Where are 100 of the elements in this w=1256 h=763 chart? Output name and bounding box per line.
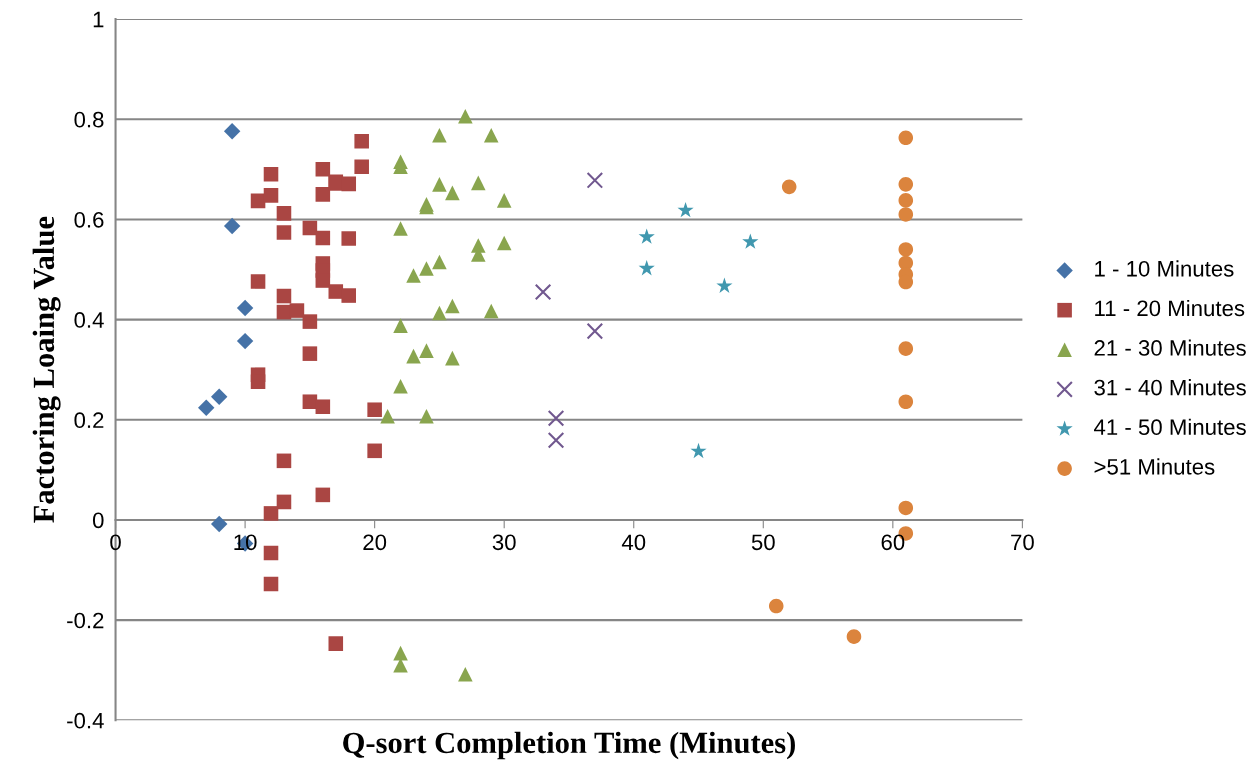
x-axis-title: Q-sort Completion Time (Minutes) bbox=[343, 731, 795, 760]
point bbox=[419, 261, 434, 276]
point bbox=[432, 305, 447, 321]
point bbox=[367, 402, 382, 418]
x-tick-label: 40 bbox=[621, 534, 646, 551]
point bbox=[236, 332, 254, 350]
point bbox=[898, 341, 914, 356]
point bbox=[302, 220, 318, 236]
x-tick-label: 60 bbox=[881, 534, 905, 551]
point bbox=[483, 303, 499, 319]
point bbox=[276, 225, 292, 240]
point bbox=[898, 130, 914, 146]
point bbox=[210, 388, 228, 405]
point bbox=[445, 298, 460, 314]
x-tick-label: 0 bbox=[110, 534, 121, 551]
point bbox=[898, 207, 914, 222]
point bbox=[263, 545, 279, 561]
y-axis-title: Factoring Loaing Value bbox=[32, 216, 61, 523]
y-tick-label: 0.4 bbox=[74, 312, 104, 328]
point bbox=[263, 576, 279, 592]
legend-label: 31 - 40 Minutes bbox=[1094, 379, 1246, 396]
point bbox=[315, 487, 331, 503]
point bbox=[846, 629, 862, 644]
point bbox=[341, 288, 357, 303]
point bbox=[263, 506, 279, 521]
point bbox=[302, 314, 318, 329]
y-tick-label: -0.4 bbox=[67, 712, 104, 729]
point bbox=[276, 288, 292, 304]
point bbox=[781, 179, 797, 195]
legend-label: >51 Minutes bbox=[1094, 458, 1215, 475]
legend-label: 41 - 50 Minutes bbox=[1094, 418, 1246, 436]
point bbox=[496, 193, 512, 208]
point bbox=[406, 348, 421, 364]
point bbox=[638, 228, 655, 244]
point bbox=[393, 645, 408, 661]
point bbox=[393, 221, 408, 236]
point bbox=[380, 408, 395, 424]
point bbox=[289, 303, 305, 318]
x-tick-label: 70 bbox=[1011, 534, 1034, 551]
point bbox=[315, 399, 331, 415]
point bbox=[483, 127, 499, 143]
point bbox=[690, 442, 707, 459]
point bbox=[898, 193, 914, 208]
point bbox=[677, 201, 694, 218]
point bbox=[302, 394, 318, 410]
legend-label: 1 - 10 Minutes bbox=[1095, 260, 1234, 277]
point bbox=[547, 431, 565, 449]
point bbox=[458, 666, 473, 682]
point bbox=[315, 162, 331, 177]
point bbox=[458, 108, 473, 124]
point bbox=[432, 177, 447, 192]
point bbox=[315, 230, 331, 246]
point bbox=[419, 343, 434, 358]
y-tick-label: 0 bbox=[92, 512, 104, 529]
point bbox=[328, 636, 344, 651]
x-tick-label: 30 bbox=[492, 534, 516, 551]
point bbox=[263, 188, 279, 203]
point bbox=[586, 172, 604, 189]
point bbox=[393, 318, 408, 333]
point bbox=[445, 185, 460, 201]
point bbox=[223, 217, 241, 235]
point bbox=[315, 273, 331, 288]
point bbox=[341, 176, 357, 192]
y-tick-label: -0.2 bbox=[67, 612, 104, 629]
point bbox=[768, 598, 784, 614]
point bbox=[198, 399, 215, 416]
point bbox=[432, 127, 447, 143]
y-tick-label: 0.8 bbox=[74, 111, 104, 128]
point bbox=[471, 175, 486, 191]
point bbox=[393, 378, 408, 394]
y-tick-label: 0.6 bbox=[74, 211, 104, 228]
legend-label: 21 - 30 Minutes bbox=[1094, 339, 1246, 356]
point bbox=[496, 235, 512, 251]
point bbox=[210, 515, 228, 533]
point bbox=[898, 242, 914, 257]
point bbox=[302, 346, 318, 361]
point bbox=[354, 159, 369, 175]
point bbox=[328, 284, 344, 299]
x-tick-label: 20 bbox=[363, 534, 387, 551]
point bbox=[276, 453, 292, 469]
point bbox=[406, 268, 421, 283]
y-tick-label: 1 bbox=[93, 11, 104, 28]
point bbox=[716, 277, 733, 293]
point bbox=[742, 233, 759, 249]
point bbox=[534, 283, 552, 301]
point bbox=[236, 299, 254, 317]
x-tick-label: 50 bbox=[751, 534, 775, 551]
point bbox=[586, 322, 604, 340]
point bbox=[898, 394, 914, 410]
legend-label: 11 - 20 Minutes bbox=[1095, 299, 1245, 317]
point bbox=[263, 167, 279, 182]
point bbox=[354, 134, 369, 149]
point bbox=[419, 408, 434, 424]
point bbox=[250, 274, 266, 289]
point bbox=[445, 350, 460, 366]
point bbox=[547, 409, 565, 427]
point bbox=[638, 260, 655, 276]
point bbox=[341, 231, 357, 246]
y-tick-label: 0.2 bbox=[74, 412, 104, 429]
point bbox=[315, 187, 331, 202]
